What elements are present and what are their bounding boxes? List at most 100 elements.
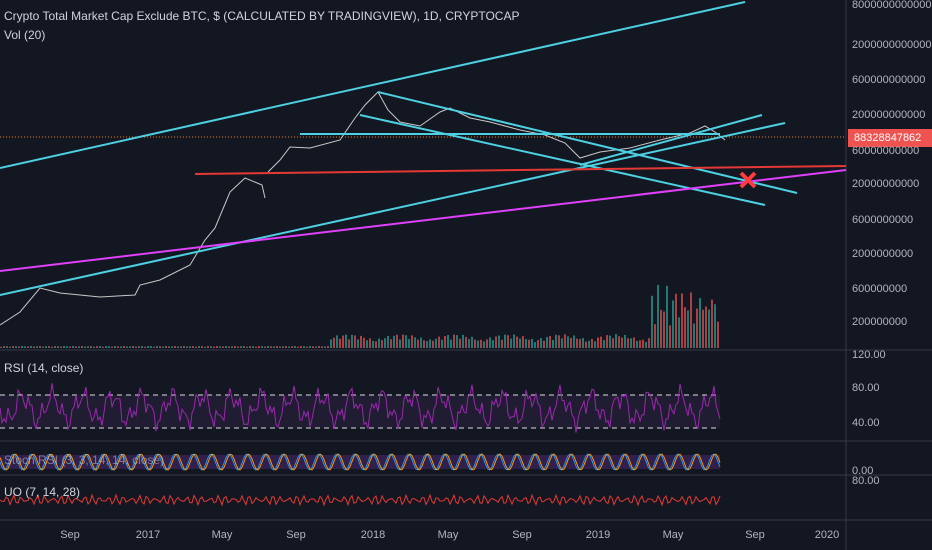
volume-bar [285,346,287,348]
volume-bar [102,346,104,348]
volume-bar [228,346,230,348]
volume-bar [330,339,332,348]
volume-bar [711,299,713,348]
price-series-a [0,177,266,326]
volume-bar [621,337,623,348]
volume-bar [279,346,281,348]
volume-bar [594,341,596,348]
volume-bar [573,335,575,348]
volume-bar [456,335,458,348]
volume-bar [222,346,224,348]
volume-bar [297,346,299,348]
volume-bar [198,346,200,348]
volume-bar [72,346,74,348]
volume-bar [507,335,509,348]
volume-bar [570,338,572,348]
volume-bar [435,338,437,348]
volume-bar [159,346,161,348]
volume-bar [339,338,341,348]
volume-bar [216,346,218,348]
volume-bar [627,338,629,348]
volume-bar [303,346,305,348]
volume-bar [126,346,128,348]
volume-bar [66,346,68,348]
volume-bar [225,346,227,348]
volume-bar [471,336,473,348]
rsi-axis-label: 120.00 [852,349,886,361]
rsi-axis-label: 40.00 [852,417,880,429]
volume-bar [399,339,401,348]
volume-bar [639,340,641,348]
volume-bar [129,346,131,348]
volume-bar [585,341,587,348]
volume-bar [90,346,92,348]
volume-bar [12,346,14,348]
volume-bar [333,337,335,348]
volume-bar [495,336,497,348]
volume-bar [60,346,62,348]
volume-bar [489,337,491,348]
volume-bar [567,336,569,348]
volume-bar [459,338,461,348]
volume-bar [21,346,23,348]
volume-bar [168,346,170,348]
volume-bar [501,339,503,348]
volume-bar [432,340,434,348]
volume-bar [45,346,47,348]
volume-bar [447,335,449,348]
time-axis-label: Sep [286,529,306,541]
volume-bar [150,346,152,348]
volume-bar [207,346,209,348]
volume-bar [606,335,608,348]
volume-bar [717,321,719,348]
volume-bar [552,339,554,348]
volume-bar [444,336,446,348]
volume-bar [528,339,530,348]
uo-axis-label: 80.00 [852,475,880,487]
volume-bar [684,307,686,348]
volume-bar [267,346,269,348]
volume-bar [576,338,578,348]
volume-bar [597,337,599,348]
volume-bar [249,346,251,348]
volume-bar [261,346,263,348]
rsi-title: RSI (14, close) [4,361,83,375]
volume-bar [315,346,317,348]
volume-bar [681,293,683,348]
volume-bar [147,346,149,348]
volume-bar [648,338,650,348]
volume-bar [282,346,284,348]
volume-bar [183,346,185,348]
volume-bar [288,346,290,348]
time-axis-label: 2019 [586,529,610,541]
volume-bar [39,346,41,348]
time-axis-label: Sep [512,529,532,541]
volume-bar [177,346,179,348]
volume-bar [132,346,134,348]
volume-bar [558,335,560,348]
volume-bar [426,341,428,348]
volume-bar [306,346,308,348]
volume-bar [690,292,692,348]
time-axis-label: Sep [745,529,765,541]
volume-bar [231,346,233,348]
price-axis-label: 20000000000 [852,178,919,190]
volume-bar [258,346,260,348]
volume-bar [189,346,191,348]
stoch-k [0,453,721,471]
volume-bar [210,346,212,348]
volume-bar [27,346,29,348]
volume-bar [174,346,176,348]
volume-bar [708,309,710,348]
volume-bar [114,346,116,348]
volume-bar [414,337,416,348]
volume-title: Vol (20) [4,28,45,42]
volume-bar [702,309,704,348]
time-axis-label: 2018 [361,529,385,541]
volume-bar [714,304,716,348]
volume-bar [270,346,272,348]
volume-bar [15,346,17,348]
volume-bar [327,346,329,348]
price-axis-label: 200000000 [852,316,907,328]
volume-bar [75,346,77,348]
